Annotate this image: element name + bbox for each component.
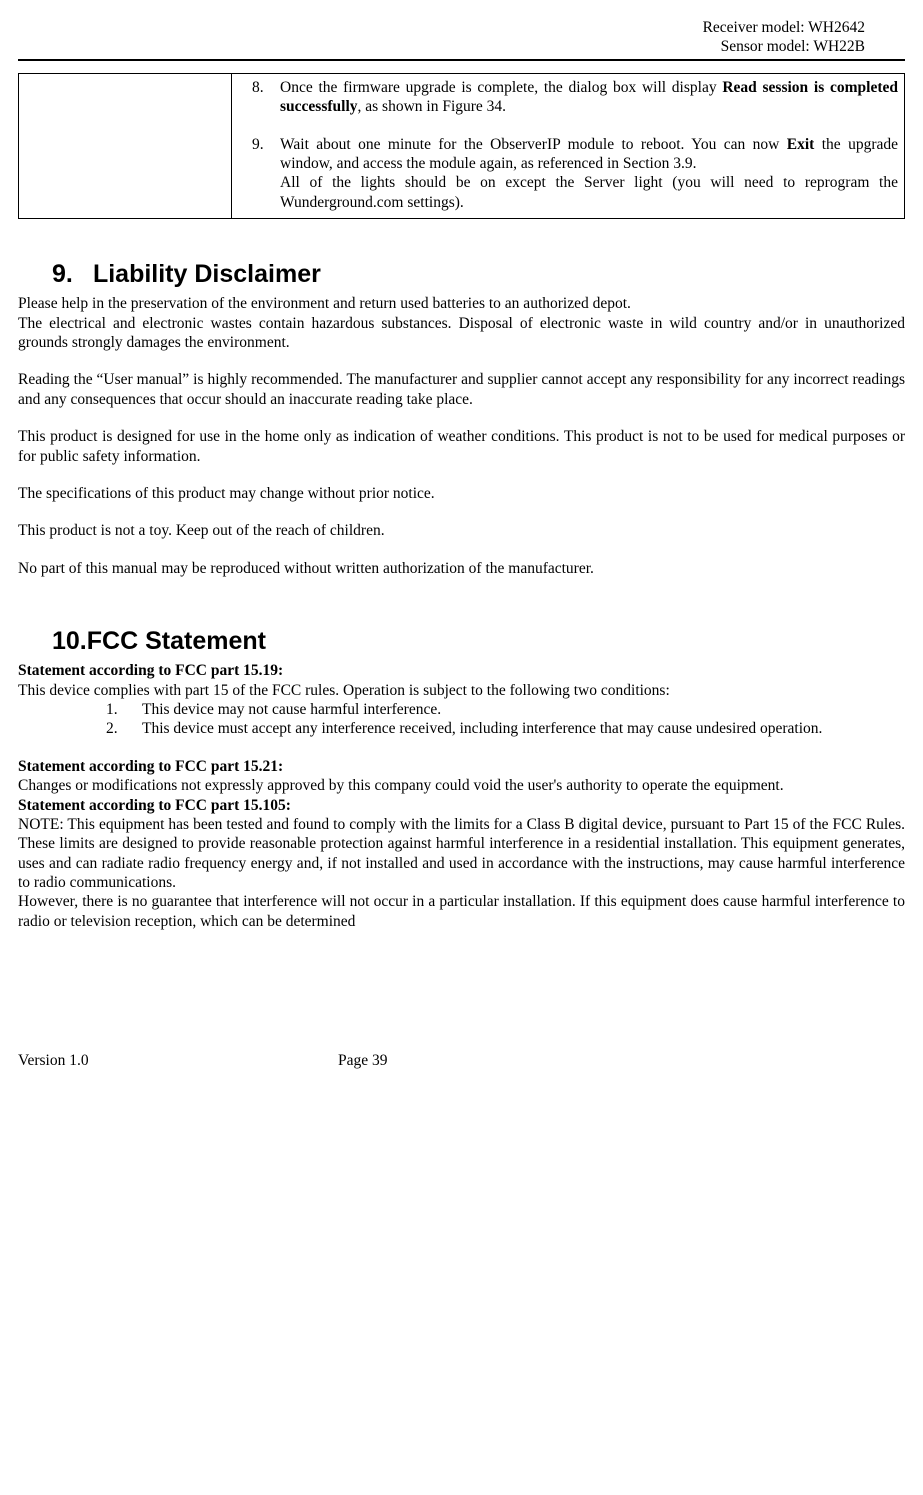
table-cell-right-content: 8. Once the firmware upgrade is complete…	[232, 73, 905, 218]
list-item: 1. This device may not cause harmful int…	[18, 700, 905, 719]
list-item-number: 1.	[18, 700, 142, 719]
table-row: 8. Once the firmware upgrade is complete…	[19, 73, 905, 218]
section9-p3: Reading the “User manual” is highly reco…	[18, 370, 905, 409]
section9-p6: This product is not a toy. Keep out of t…	[18, 521, 905, 540]
footer-page-number: Page 39	[338, 1051, 388, 1070]
fcc-1521-text: Changes or modifications not expressly a…	[18, 776, 905, 795]
section9-p4: This product is designed for use in the …	[18, 427, 905, 466]
list-item-extra-note: All of the lights should be on except th…	[238, 173, 898, 212]
fcc-1519-text: This device complies with part 15 of the…	[18, 681, 905, 700]
section-title: FCC Statement	[87, 627, 266, 655]
text-fragment: , as shown in Figure 34.	[358, 98, 507, 115]
list-item-number: 9.	[238, 135, 280, 174]
section-10-heading: 10.FCC Statement	[52, 626, 905, 657]
list-item-text: Wait about one minute for the ObserverIP…	[280, 135, 898, 174]
footer-version: Version 1.0	[18, 1051, 89, 1070]
table-cell-left-empty	[19, 73, 232, 218]
page-header: Receiver model: WH2642 Sensor model: WH2…	[18, 18, 905, 57]
section-number: 10.	[52, 626, 87, 657]
text-fragment: Once the firmware upgrade is complete, t…	[280, 79, 722, 96]
list-item-text: This device may not cause harmful interf…	[142, 700, 905, 719]
section9-p1: Please help in the preservation of the e…	[18, 294, 905, 313]
section-title: Liability Disclaimer	[93, 260, 321, 288]
instruction-table: 8. Once the firmware upgrade is complete…	[18, 73, 905, 219]
fcc-15105-text2: However, there is no guarantee that inte…	[18, 892, 905, 931]
fcc-15105-heading: Statement according to FCC part 15.105:	[18, 796, 905, 815]
section-number: 9.	[52, 259, 86, 290]
list-item-number: 8.	[238, 78, 280, 117]
text-fragment: Wait about one minute for the ObserverIP…	[280, 136, 787, 153]
fcc-1521-heading: Statement according to FCC part 15.21:	[18, 757, 905, 776]
header-divider	[18, 59, 905, 61]
page: Receiver model: WH2642 Sensor model: WH2…	[18, 18, 905, 1071]
fcc-1519-heading: Statement according to FCC part 15.19:	[18, 661, 905, 680]
list-item-number: 2.	[18, 719, 142, 738]
fcc-15105-text1: NOTE: This equipment has been tested and…	[18, 815, 905, 893]
list-item: 2. This device must accept any interfere…	[18, 719, 905, 738]
list-item-text: This device must accept any interference…	[142, 719, 905, 738]
instruction-list: 8. Once the firmware upgrade is complete…	[238, 78, 898, 174]
section9-p5: The specifications of this product may c…	[18, 484, 905, 503]
fcc-conditions-list: 1. This device may not cause harmful int…	[18, 700, 905, 739]
section-9-heading: 9. Liability Disclaimer	[52, 259, 905, 290]
page-footer: Version 1.0 Page 39	[18, 1051, 905, 1070]
list-item: 8. Once the firmware upgrade is complete…	[238, 78, 898, 117]
header-receiver-model: Receiver model: WH2642	[18, 18, 865, 37]
bold-text: Exit	[787, 136, 815, 153]
list-item: 9. Wait about one minute for the Observe…	[238, 135, 898, 174]
list-item-text: Once the firmware upgrade is complete, t…	[280, 78, 898, 117]
header-sensor-model: Sensor model: WH22B	[18, 37, 865, 56]
section9-p7: No part of this manual may be reproduced…	[18, 559, 905, 578]
section9-p2: The electrical and electronic wastes con…	[18, 314, 905, 353]
